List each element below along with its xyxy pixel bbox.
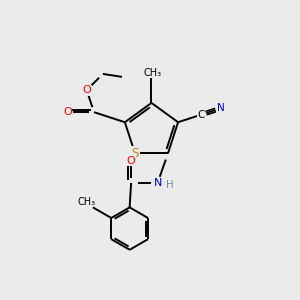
Text: H: H <box>166 180 174 190</box>
Text: C: C <box>197 110 205 120</box>
Text: CH₃: CH₃ <box>144 68 162 78</box>
Text: N: N <box>153 178 162 188</box>
Text: N: N <box>217 103 224 113</box>
Text: CH₃: CH₃ <box>77 197 95 207</box>
Text: S: S <box>131 147 139 160</box>
Text: O: O <box>127 156 136 166</box>
Text: O: O <box>82 85 91 95</box>
Text: O: O <box>63 107 72 117</box>
